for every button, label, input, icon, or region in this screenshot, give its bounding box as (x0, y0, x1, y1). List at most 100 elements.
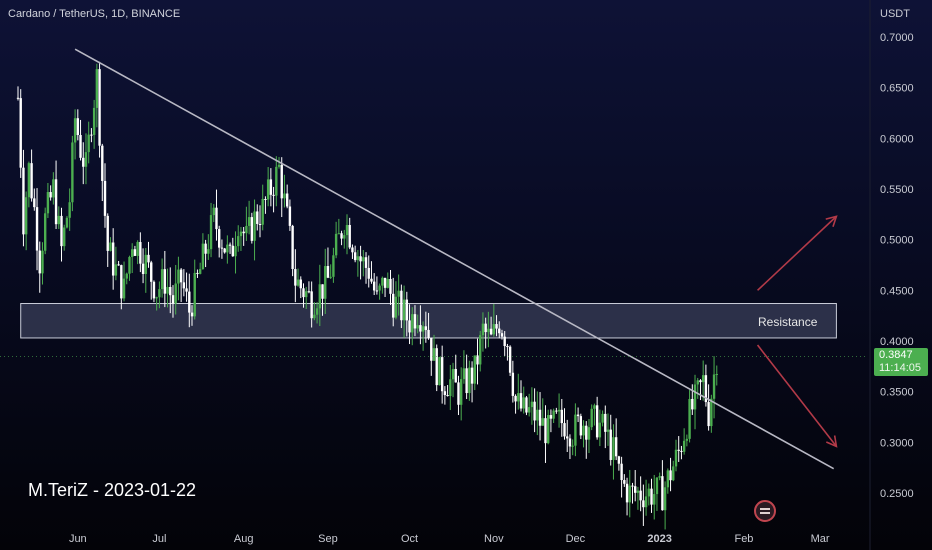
candle-body (76, 118, 80, 136)
candle-body (177, 269, 180, 284)
candle-body (337, 233, 341, 235)
candle-body (226, 244, 229, 253)
candle-body (653, 494, 656, 505)
candle-body (318, 284, 322, 309)
candle-body (506, 346, 509, 348)
candle-body (209, 215, 213, 250)
candle-body (650, 488, 653, 505)
candle-body (620, 463, 623, 481)
candle-body (457, 382, 460, 405)
candle-body (536, 409, 539, 421)
candle-body (421, 326, 425, 332)
candle-body (82, 157, 85, 167)
candle-body (147, 254, 150, 263)
candle-body (397, 290, 400, 297)
candle-body (334, 233, 338, 256)
candle-body (234, 246, 237, 257)
candle-body (552, 410, 555, 419)
candle-body (285, 193, 289, 207)
candle-body (609, 429, 612, 460)
candle-body (103, 180, 107, 216)
candle-body (321, 284, 324, 299)
candle-body (19, 98, 22, 168)
candle-body (576, 414, 580, 417)
candle-body (158, 289, 161, 298)
candle-body (595, 405, 599, 438)
descending-trendline[interactable] (74, 48, 835, 470)
time-tick-label: Sep (318, 533, 338, 545)
candle-body (237, 236, 240, 247)
candle-body (462, 368, 466, 380)
candle-body (160, 269, 164, 290)
price-axis-unit: USDT (880, 8, 910, 20)
candle-body (672, 466, 675, 481)
candle-body (92, 107, 96, 135)
candle-body (90, 134, 93, 136)
candle-body (691, 398, 694, 410)
price-tick-label: 0.4500 (880, 285, 914, 297)
candle-body (614, 437, 618, 457)
candle-body (375, 290, 379, 292)
candle-body (329, 276, 332, 278)
candle-body (443, 391, 447, 396)
candle-body (639, 490, 642, 501)
time-tick-label: Jul (152, 533, 166, 545)
candle-body (655, 477, 659, 495)
resistance-label: Resistance (758, 315, 818, 329)
candle-body (386, 278, 389, 288)
candle-body (207, 249, 210, 254)
candle-body (563, 423, 566, 437)
candle-body (549, 415, 553, 419)
candle-body (612, 437, 615, 460)
candle-body (253, 211, 256, 241)
candle-body (394, 296, 398, 318)
candle-body (299, 279, 302, 289)
candle-body (685, 438, 689, 441)
candle-body (459, 379, 463, 405)
candle-body (125, 273, 128, 279)
candle-body (114, 264, 118, 276)
candle-body (636, 490, 640, 493)
candle-body (54, 179, 58, 225)
candle-body (400, 290, 403, 321)
candle-body (568, 438, 572, 447)
candle-body (440, 357, 444, 392)
candle-body (150, 262, 153, 282)
candle-body (544, 418, 547, 444)
candle-body (302, 288, 305, 298)
candle-body (190, 312, 194, 317)
candle-body (277, 164, 281, 167)
candle-body (498, 328, 501, 334)
candle-body (215, 207, 218, 230)
candle-body (111, 242, 115, 276)
candle-body (136, 242, 139, 256)
projection-arrow-down[interactable] (756, 344, 838, 447)
candle-body (16, 97, 20, 99)
candle-body (296, 279, 300, 286)
candle-body (120, 265, 123, 299)
projection-arrow-up[interactable] (757, 215, 837, 291)
candle-body (367, 267, 370, 279)
candle-body (413, 314, 417, 329)
candle-body (313, 314, 316, 319)
candle-body (699, 380, 702, 383)
candle-body (212, 207, 215, 216)
price-tick-label: 0.3500 (880, 387, 914, 399)
candle-body (628, 485, 631, 503)
candle-body (163, 269, 167, 294)
candle-body (449, 379, 452, 396)
candle-body (63, 227, 66, 247)
candle-body (381, 277, 384, 286)
candle-body (307, 291, 311, 293)
candle-body (500, 333, 504, 337)
candle-body (601, 413, 604, 423)
candle-body (73, 118, 77, 143)
price-tick-label: 0.2500 (880, 488, 914, 500)
candle-body (30, 163, 33, 199)
candle-body (133, 249, 137, 256)
time-tick-label: Jun (69, 533, 87, 545)
candle-body (60, 215, 63, 247)
candle-body (476, 355, 479, 365)
candle-body (247, 217, 251, 226)
